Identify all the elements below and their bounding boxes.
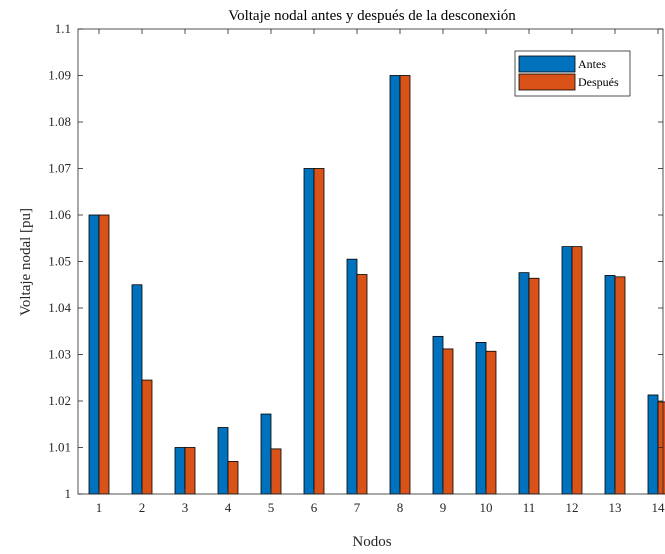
x-tick-label: 5 (268, 500, 275, 515)
x-tick-label: 11 (523, 500, 536, 515)
axes-group (77, 28, 664, 495)
x-tick-label: 8 (397, 500, 404, 515)
bar-antes-10 (475, 342, 487, 495)
bar-antes-11 (518, 272, 530, 495)
x-tick-label: 10 (480, 500, 493, 515)
bar-antes-9 (432, 335, 444, 495)
x-tick-labels: 1 2 3 4 5 6 7 8 9 10 11 12 13 14 (96, 500, 665, 515)
x-axis-title: Nodos (352, 534, 391, 550)
legend-swatch-2 (518, 73, 576, 91)
y-tick-label: 1.07 (48, 161, 71, 176)
y-tick-labels: 1 1.01 1.02 1.03 1.04 1.05 1.06 1.07 1.08 1.09 1.1 (48, 21, 71, 501)
y-tick-label: 1.03 (48, 347, 71, 362)
y-tick-label: 1.1 (55, 21, 71, 36)
bar-despu-s-11 (528, 277, 540, 495)
y-tick-label: 1.05 (48, 254, 71, 269)
legend: Antes Después (514, 50, 631, 97)
bar-despu-s-9 (442, 348, 454, 495)
x-tick-label: 7 (354, 500, 361, 515)
bar-antes-7 (346, 258, 358, 495)
bar-antes-12 (561, 246, 573, 495)
y-tick-label: 1 (65, 486, 72, 501)
bar-antes-3 (174, 447, 186, 495)
y-tick-label: 1.01 (48, 440, 71, 455)
bar-despu-s-4 (227, 461, 239, 495)
bar-despu-s-2 (141, 379, 153, 495)
y-axis-title: Voltaje nodal [pu] (18, 208, 34, 316)
bar-antes-8 (389, 75, 401, 495)
bar-antes-2 (131, 284, 143, 495)
chart-title: Voltaje nodal antes y después de la desc… (228, 8, 516, 24)
bar-antes-4 (217, 427, 229, 495)
legend-swatch-1 (518, 55, 576, 73)
y-tick-label: 1.06 (48, 207, 71, 222)
x-tick-label: 13 (609, 500, 622, 515)
y-tick-label: 1.08 (48, 114, 71, 129)
bar-antes-13 (604, 275, 616, 495)
legend-label-1: Antes (578, 57, 606, 71)
x-tick-label: 4 (225, 500, 232, 515)
bar-despu-s-12 (571, 246, 583, 495)
x-tick-label: 12 (566, 500, 579, 515)
bar-despu-s-3 (184, 447, 196, 495)
y-tick-label: 1.02 (48, 393, 71, 408)
bar-antes-5 (260, 413, 272, 495)
bar-despu-s-7 (356, 274, 368, 495)
bar-despu-s-6 (313, 168, 325, 495)
y-tick-label: 1.09 (48, 68, 71, 83)
bar-despu-s-14 (657, 401, 665, 495)
bar-antes-6 (303, 168, 315, 495)
bar-despu-s-10 (485, 350, 497, 495)
x-tick-label: 3 (182, 500, 189, 515)
bar-despu-s-8 (399, 75, 411, 495)
x-tick-label: 9 (440, 500, 447, 515)
x-tick-label: 6 (311, 500, 318, 515)
legend-label-2: Después (578, 75, 619, 89)
bar-despu-s-5 (270, 448, 282, 495)
plot-area (77, 28, 665, 495)
bar-despu-s-13 (614, 276, 626, 495)
x-tick-label: 2 (139, 500, 146, 515)
x-tick-label: 14 (652, 500, 665, 515)
bar-antes-1 (88, 214, 100, 495)
bar-antes-14 (647, 394, 659, 495)
bar-despu-s-1 (98, 214, 110, 495)
y-tick-label: 1.04 (48, 300, 71, 315)
x-tick-label: 1 (96, 500, 103, 515)
